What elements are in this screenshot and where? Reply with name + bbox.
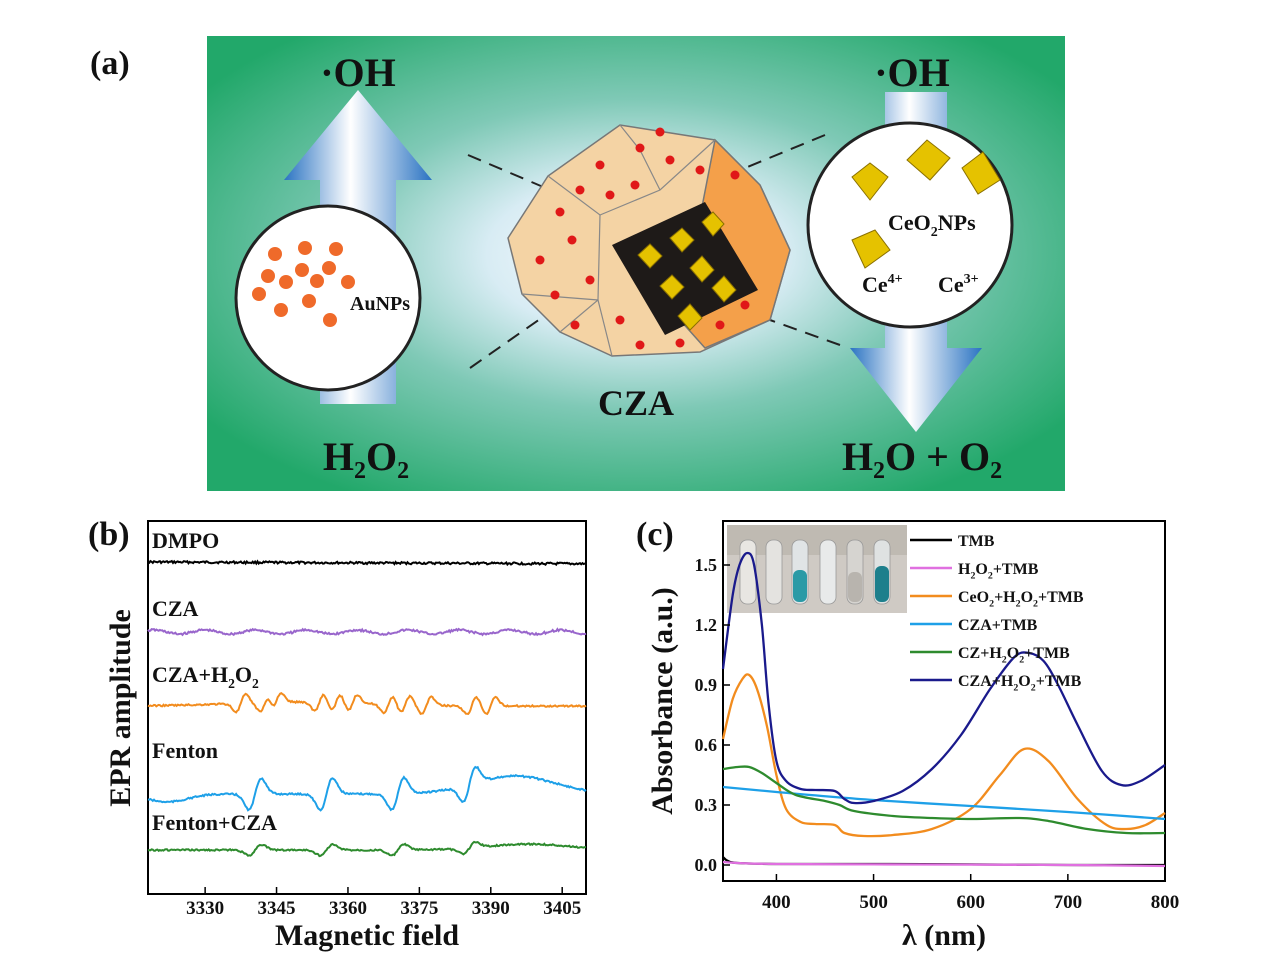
series-label: DMPO <box>152 528 219 553</box>
ceo2nps-label: CeO2NPs <box>888 210 976 240</box>
series-label: CZA+H2O2 <box>152 662 259 691</box>
aunp-circle <box>234 204 422 392</box>
abs-curve-cza-h2o2-tmb <box>721 551 1166 805</box>
cza-polyhedron <box>507 124 791 357</box>
series-label: Fenton <box>152 738 218 763</box>
absorbance-curves <box>721 551 1166 868</box>
cza-center-label: CZA <box>598 383 674 423</box>
epr-y-axis-label: EPR amplitude <box>104 609 137 807</box>
abs-x-tick-label: 800 <box>1151 892 1180 913</box>
series-label: CZA+TMB <box>958 617 1038 634</box>
panel-b-label: (b) <box>88 516 130 553</box>
right-oh-label: ·OH <box>874 50 950 95</box>
panel-b: (b) 3330 3345 3360 3375 3390 3405 DMPO CZA CZA+… <box>88 516 587 952</box>
epr-x-tick-label: 3345 <box>258 898 296 919</box>
aunp-dots <box>252 241 355 327</box>
abs-curve-ceo2-h2o2-tmb <box>721 673 1166 838</box>
ce4-label: Ce4+ <box>862 272 903 297</box>
abs-y-axis-label: Absorbance (a.u.) <box>646 587 679 815</box>
abs-curve-cz-h2o2-tmb <box>722 765 1166 835</box>
epr-x-axis-label: Magnetic field <box>275 919 459 952</box>
abs-x-tick-label: 400 <box>762 892 791 913</box>
series-label: TMB <box>958 533 995 550</box>
epr-series-labels: DMPO CZA CZA+H2O2 Fenton Fenton+CZA <box>152 528 277 835</box>
abs-y-tick-label: 0.6 <box>695 735 718 755</box>
series-label: CZA+H2O2+TMB <box>958 673 1082 693</box>
right-h2o-o2-label: H₂O + O₂ <box>842 434 1002 479</box>
abs-plot-frame <box>722 520 1166 882</box>
abs-y-tick-label: 0.0 <box>695 855 718 875</box>
abs-y-tick-label: 0.9 <box>695 675 718 695</box>
abs-y-tick-label: 1.2 <box>695 615 718 635</box>
epr-curve-dmpo <box>148 559 586 567</box>
abs-x-tick-label: 500 <box>859 892 888 913</box>
abs-y-tick-label: 1.5 <box>695 555 718 575</box>
epr-curve-cza <box>147 627 587 637</box>
epr-x-tick-label: 3330 <box>186 898 224 919</box>
epr-curves <box>147 559 587 858</box>
panel-a: AuNPs CeO2NPs Ce4+ Ce3+ <box>90 36 1065 491</box>
panel-c-label: (c) <box>636 516 674 553</box>
epr-x-tick-label: 3405 <box>543 898 581 919</box>
panel-a-label: (a) <box>90 45 130 82</box>
series-label: CZ+H2O2+TMB <box>958 645 1070 665</box>
cuvette-photo-inset <box>727 525 907 613</box>
series-label: Fenton+CZA <box>152 810 277 835</box>
epr-curve-fenton-cza <box>147 840 586 858</box>
series-label: CZA <box>152 596 199 621</box>
abs-x-axis-label: λ (nm) <box>902 919 986 952</box>
ceo2-crystals <box>851 139 1001 269</box>
ce3-label: Ce3+ <box>938 272 979 297</box>
abs-curve-h2o2-tmb <box>722 860 1166 868</box>
epr-x-tick-label: 3360 <box>329 898 367 919</box>
epr-x-tick-label: 3375 <box>400 898 438 919</box>
left-oh-label: ·OH <box>320 50 396 95</box>
series-label: H2O2+TMB <box>958 561 1039 581</box>
epr-curve-cza-h2o2 <box>147 692 587 716</box>
epr-curve-fenton <box>147 765 587 812</box>
abs-y-tick-label: 0.3 <box>695 795 718 815</box>
abs-x-tick-label: 700 <box>1054 892 1083 913</box>
abs-curve-cza-tmb <box>722 785 1166 821</box>
abs-x-tick-label: 600 <box>956 892 985 913</box>
left-h2o2-label: H₂O₂ <box>323 434 409 479</box>
abs-x-ticks: 400 500 600 700 800 <box>762 874 1179 913</box>
aunps-label: AuNPs <box>350 293 410 315</box>
panel-c: (c) 400 500 600 700 800 0.0 0.3 0.6 0.9 1.2 1.5 T… <box>636 516 1179 952</box>
abs-legend: TMB H2O2+TMB CeO2+H2O2+TMB CZA+TMB CZ+H2O2+T… <box>910 533 1084 693</box>
epr-x-ticks: 3330 3345 3360 3375 3390 3405 <box>186 887 581 919</box>
connector-lines <box>467 134 841 369</box>
abs-y-ticks: 0.0 0.3 0.6 0.9 1.2 1.5 <box>695 555 730 875</box>
epr-x-tick-label: 3390 <box>472 898 510 919</box>
series-label: CeO2+H2O2+TMB <box>958 589 1084 609</box>
epr-plot-frame <box>147 520 587 895</box>
